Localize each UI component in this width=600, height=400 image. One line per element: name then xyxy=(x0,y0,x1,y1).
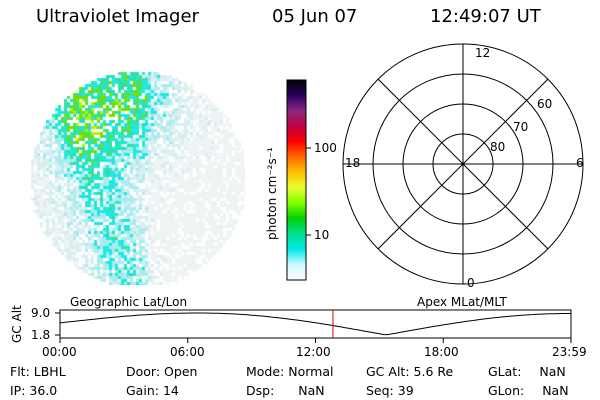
dsp-value: NaN xyxy=(298,383,325,398)
timeline-xtick-3: 18:00 xyxy=(424,345,459,359)
ip-label: IP: xyxy=(10,383,26,398)
status-glon: GLon: NaN xyxy=(488,383,569,398)
lat-label-80: 80 xyxy=(490,140,506,154)
door-value: Open xyxy=(164,364,198,379)
altitude-curve xyxy=(59,312,572,336)
timeline-frame xyxy=(59,309,572,339)
timeline-xtick-marks xyxy=(59,338,572,343)
glat-value: NaN xyxy=(539,364,566,379)
instrument-title: Ultraviolet Imager xyxy=(36,6,199,27)
gcalt-value: 5.6 Re xyxy=(413,364,454,379)
gain-label: Gain: xyxy=(126,383,159,398)
mlt-label-12: 12 xyxy=(475,46,491,60)
status-door: Door: Open xyxy=(126,364,197,379)
status-seq: Seq: 39 xyxy=(366,383,414,398)
colorbar-label-100: 100 xyxy=(314,141,337,155)
polar-meridian-diag2 xyxy=(377,78,549,250)
ip-value: 36.0 xyxy=(29,383,58,398)
aurora-image xyxy=(25,60,245,285)
dsp-label: Dsp: xyxy=(246,383,275,398)
lat-label-70: 70 xyxy=(513,120,529,134)
flt-label: Flt: xyxy=(10,364,30,379)
image-date: 05 Jun 07 xyxy=(272,6,358,27)
timeline-ytick-bottom: 1.8 xyxy=(31,328,51,342)
glat-label: GLat: xyxy=(488,364,522,379)
status-ip: IP: 36.0 xyxy=(10,383,57,398)
timeline-xtick-1: 06:00 xyxy=(170,345,205,359)
status-dsp: Dsp: NaN xyxy=(246,383,325,398)
flt-value: LBHL xyxy=(33,364,66,379)
timeline-left-title: Geographic Lat/Lon xyxy=(70,295,188,309)
glon-label: GLon: xyxy=(488,383,525,398)
door-label: Door: xyxy=(126,364,161,379)
mlt-label-18: 18 xyxy=(345,156,361,170)
timeline-ytick-top: 9.0 xyxy=(31,306,51,320)
timeline-xtick-0: 00:00 xyxy=(42,345,77,359)
status-gcalt: GC Alt: 5.6 Re xyxy=(366,364,453,379)
status-mode: Mode: Normal xyxy=(246,364,334,379)
status-gain: Gain: 14 xyxy=(126,383,179,398)
gcalt-label: GC Alt: xyxy=(366,364,410,379)
seq-label: Seq: xyxy=(366,383,394,398)
lat-label-60: 60 xyxy=(537,97,553,111)
glon-value: NaN xyxy=(542,383,569,398)
timeline-xtick-2: 12:00 xyxy=(296,345,331,359)
mode-label: Mode: xyxy=(246,364,285,379)
status-flt: Flt: LBHL xyxy=(10,364,66,379)
mode-value: Normal xyxy=(288,364,334,379)
status-glat: GLat: NaN xyxy=(488,364,566,379)
image-time: 12:49:07 UT xyxy=(430,6,541,27)
seq-value: 39 xyxy=(397,383,414,398)
mlt-label-0: 0 xyxy=(467,276,475,290)
timeline-xtick-4: 23:59 xyxy=(552,345,587,359)
timeline-right-title: Apex MLat/MLT xyxy=(417,295,507,309)
gain-value: 14 xyxy=(162,383,179,398)
colorbar xyxy=(286,79,307,281)
mlt-label-6: 6 xyxy=(576,156,584,170)
colorbar-label-10: 10 xyxy=(314,228,330,242)
